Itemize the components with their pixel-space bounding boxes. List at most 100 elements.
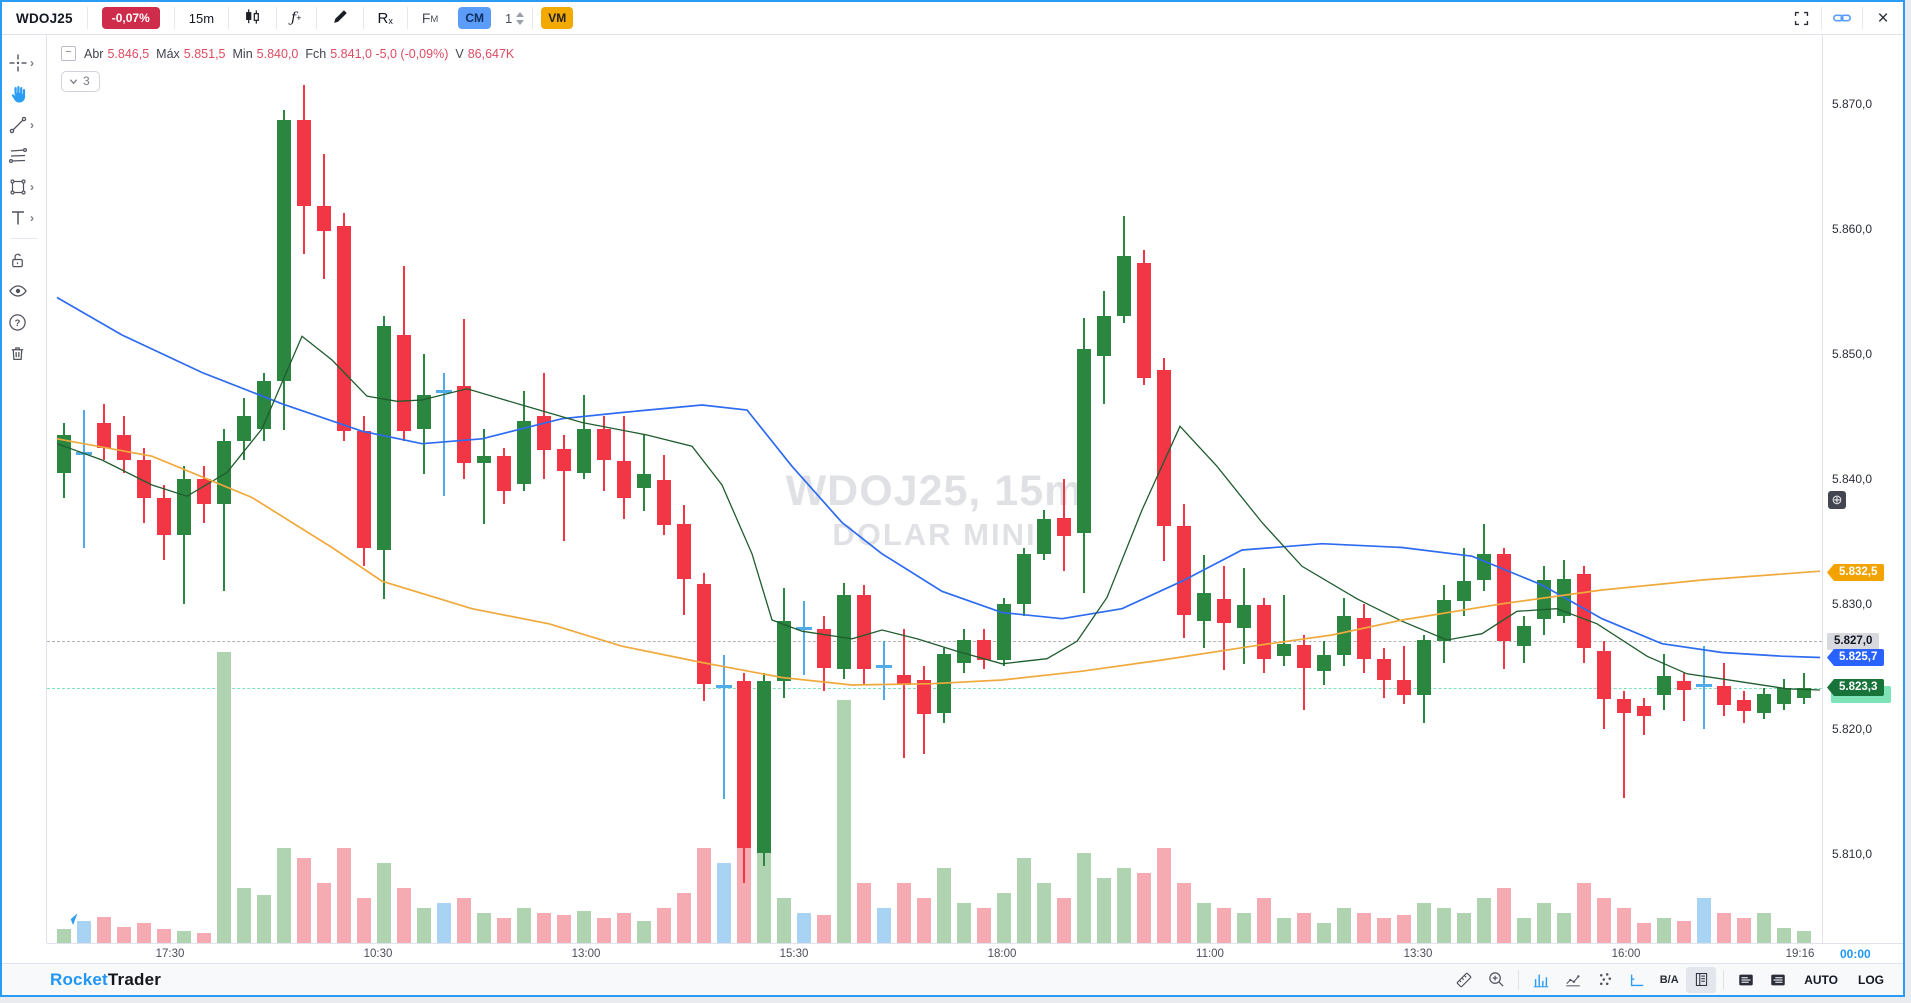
close-icon: × [1877, 7, 1889, 29]
rx-icon: R [377, 9, 389, 27]
chevron-right-icon: › [30, 180, 34, 194]
volume-bar [1657, 918, 1671, 943]
fullscreen-icon [1794, 11, 1808, 25]
candle-body [1637, 706, 1651, 717]
volume-toggle-button[interactable] [1526, 967, 1556, 993]
quantity-stepper[interactable]: 1 [497, 2, 532, 35]
hand-tool[interactable] [6, 81, 44, 107]
volume-bar [1217, 908, 1231, 943]
candle-body [277, 120, 291, 382]
symbol-search-button[interactable]: WDOJ25 [16, 10, 73, 26]
volume-bar [1077, 853, 1091, 943]
delete-drawings-button[interactable] [6, 340, 44, 366]
volume-bar [1677, 921, 1691, 943]
draw-button[interactable] [317, 2, 363, 35]
price-tick-label: 5.810,0 [1832, 846, 1873, 861]
volume-bar [1337, 908, 1351, 943]
unlock-icon [12, 253, 23, 267]
time-tick-label: 13:30 [1403, 948, 1433, 960]
volume-bar [877, 908, 891, 943]
indicators-button[interactable]: ƒ + [277, 2, 315, 35]
volume-bar [1537, 903, 1551, 943]
trades-list-button[interactable] [1731, 967, 1761, 993]
footer-controls: B/A AUTO LOG [1449, 966, 1893, 993]
candle-body [617, 461, 631, 498]
hide-drawings-button[interactable] [6, 278, 44, 304]
candle-body [1677, 681, 1691, 690]
navigation-button[interactable] [57, 905, 83, 931]
volume-bar [1257, 898, 1271, 943]
time-tick-label: 13:00 [571, 948, 601, 960]
zoom-in-icon [1488, 972, 1504, 987]
volume-bar [117, 927, 131, 943]
measure-button[interactable] [1449, 967, 1479, 993]
lock-drawings-button[interactable] [6, 247, 44, 273]
toolbar-divider [10, 238, 38, 239]
scatter-mode-button[interactable] [1590, 967, 1620, 993]
candle-body [257, 381, 271, 429]
volume-bar [1797, 931, 1811, 943]
price-chart[interactable]: WDOJ25, 15m DOLAR MINI − Abr 5.846,5 Máx 5.… [47, 35, 1822, 943]
volume-bar [1457, 913, 1471, 943]
legend-value: 5.841,0 -5,0 (-0,09%) [330, 46, 449, 61]
axis-plus-button[interactable]: ⊕ [1828, 491, 1846, 509]
price-axis[interactable]: ⊕ 5.870,0 5.860,0 5.850,0 5.840,0 5.830,0 5.8… [1822, 35, 1903, 943]
auto-scale-button[interactable]: AUTO [1804, 972, 1838, 987]
ruler-icon [1456, 972, 1472, 987]
toolbar-divider [406, 7, 408, 29]
fullscreen-button[interactable] [1781, 2, 1821, 35]
close-button[interactable]: × [1863, 2, 1903, 35]
interval-button[interactable]: 15m [188, 10, 215, 26]
zoom-in-button[interactable] [1481, 967, 1511, 993]
scale-mode-button[interactable] [1622, 967, 1652, 993]
candle-body [1417, 640, 1431, 695]
help-button[interactable]: ? [6, 309, 44, 335]
candle-body [1237, 605, 1251, 628]
vm-button[interactable]: VM [533, 2, 581, 35]
volume-bar [577, 911, 591, 943]
candle-body [57, 435, 71, 473]
chart-style-button[interactable] [229, 2, 276, 35]
candle-body [1537, 580, 1551, 619]
candle-body [1097, 316, 1111, 357]
candle-body [1177, 526, 1191, 615]
volume-bars-icon [1534, 974, 1549, 987]
candle-body [1317, 655, 1331, 672]
text-tool[interactable]: › [6, 205, 44, 231]
level-line [47, 641, 1822, 643]
stepper-arrows-icon[interactable] [516, 11, 525, 25]
panel-layout-button[interactable] [1763, 967, 1793, 993]
volume-bar [377, 863, 391, 943]
candle-body [1437, 600, 1451, 642]
cm-button[interactable]: CM [452, 2, 497, 35]
crosshair-tool[interactable]: › [6, 50, 44, 76]
candle-body [197, 478, 211, 504]
legend-collapse-button[interactable]: − [61, 46, 76, 61]
bid-ask-button[interactable]: B/A [1654, 967, 1684, 993]
candle-body [1477, 553, 1491, 580]
ma-line-ema-green [56, 335, 1821, 691]
trendline-tool[interactable]: › [6, 112, 44, 138]
volume-bar [1137, 873, 1151, 943]
performance-chart-button[interactable] [1558, 967, 1588, 993]
fib-lines-tool[interactable] [6, 143, 44, 169]
volume-bar [1097, 878, 1111, 943]
candle-body [317, 206, 331, 232]
footer-divider [1723, 969, 1725, 990]
link-button[interactable] [1822, 2, 1862, 35]
fm-sub: M [430, 13, 439, 25]
shapes-tool[interactable]: › [6, 174, 44, 200]
candle-wick [83, 410, 85, 548]
dom-book-button[interactable] [1686, 966, 1717, 993]
time-axis[interactable]: 00:00 17:30 10:30 13:00 15:30 18:00 11:00 13:3… [47, 943, 1903, 963]
log-scale-button[interactable]: LOG [1858, 972, 1884, 987]
volume-bar [317, 883, 331, 943]
volume-bar [1177, 883, 1191, 943]
candle-body [777, 621, 791, 682]
price-tick-label: 5.850,0 [1832, 346, 1873, 361]
volume-bar [537, 913, 551, 943]
bars-count-button[interactable]: 3 [61, 71, 100, 92]
